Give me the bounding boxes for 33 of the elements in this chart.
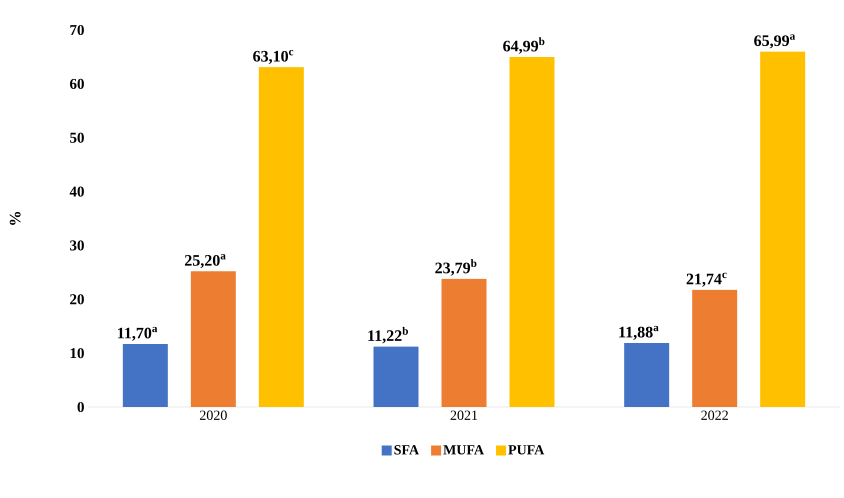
y-tick-label: 30 bbox=[70, 240, 84, 250]
x-tick-label: 2021 bbox=[450, 410, 478, 420]
y-axis-title: % bbox=[10, 212, 21, 225]
bar bbox=[258, 67, 304, 407]
bar bbox=[122, 344, 168, 407]
bar bbox=[374, 346, 419, 407]
y-tick-label: 0 bbox=[78, 402, 84, 412]
legend-label: SFA bbox=[394, 445, 420, 455]
bar bbox=[760, 52, 806, 407]
data-label: 11,70$^{a}$ bbox=[118, 326, 158, 341]
legend-label: PUFA bbox=[508, 445, 544, 454]
y-tick-label: 20 bbox=[70, 294, 84, 304]
data-label: 25,20$^{a}$ bbox=[184, 254, 226, 268]
bar bbox=[624, 343, 670, 407]
bar bbox=[692, 290, 738, 407]
data-label: 21,74$^{c}$ bbox=[686, 272, 727, 287]
y-tick-label: 50 bbox=[70, 132, 84, 143]
data-label: 23,79$^{b}$ bbox=[435, 259, 476, 276]
data-label: 11,22$^{b}$ bbox=[368, 326, 408, 344]
x-tick-label: 2020 bbox=[200, 410, 227, 420]
x-tick-label: 2022 bbox=[701, 410, 728, 420]
bar bbox=[190, 271, 236, 407]
y-tick-label: 60 bbox=[70, 78, 84, 89]
y-tick-label: 70 bbox=[70, 24, 84, 36]
bar bbox=[510, 56, 555, 407]
y-tick-label: 10 bbox=[70, 348, 84, 358]
legend-label: MUFA bbox=[443, 445, 484, 454]
data-label: 64,99$^{b}$ bbox=[503, 37, 544, 54]
data-label: 65,99$^{a}$ bbox=[754, 34, 796, 48]
bar bbox=[442, 278, 487, 407]
data-label: 63,10$^{c}$ bbox=[253, 50, 294, 64]
y-tick-label: 40 bbox=[70, 186, 84, 197]
data-label: 11,88$^{a}$ bbox=[619, 326, 659, 340]
